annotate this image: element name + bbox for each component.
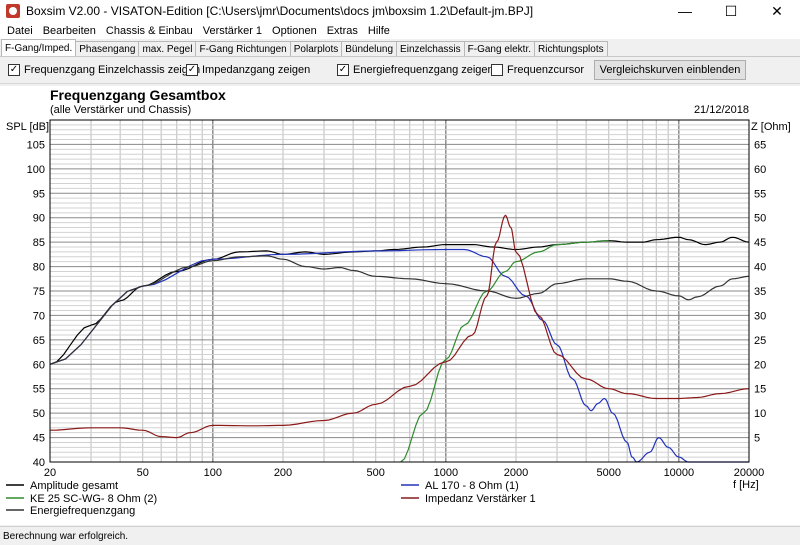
legend-label-2: KE 25 SC-WG- 8 Ohm (2) <box>30 493 157 505</box>
menu-verstaerker[interactable]: Verstärker 1 <box>202 24 263 37</box>
checkbox-energiefrequenzgang-box[interactable]: ✓ <box>337 64 349 76</box>
menu-optionen[interactable]: Optionen <box>272 24 317 37</box>
tab-polarplots[interactable]: Polarplots <box>289 41 343 56</box>
y-right-tick-label: 65 <box>754 139 766 151</box>
x-tick-label: 50 <box>137 467 149 479</box>
x-tick-label: 10000 <box>664 467 695 479</box>
y-left-tick-label: 105 <box>27 139 45 151</box>
y-left-tick-label: 65 <box>33 335 45 347</box>
series-line-2 <box>400 240 609 463</box>
vergleichskurven-button[interactable]: Vergleichskurven einblenden <box>594 60 746 80</box>
menu-datei[interactable]: Datei <box>7 24 33 37</box>
x-tick-label: 100 <box>204 467 222 479</box>
x-axis-label: f [Hz] <box>733 479 759 491</box>
y-left-tick-label: 90 <box>33 213 45 225</box>
checkbox-energiefrequenzgang-label: Energiefrequenzgang zeigen <box>353 64 494 76</box>
y-axis-left-label: SPL [dB] <box>6 121 49 133</box>
tab-einzelchassis[interactable]: Einzelchassis <box>396 41 465 56</box>
plot-frame <box>49 119 750 463</box>
status-bar: Berechnung war erfolgreich. <box>0 526 800 545</box>
y-left-tick-label: 40 <box>33 457 45 469</box>
legend-label-4: Impedanz Verstärker 1 <box>425 493 536 505</box>
y-right-tick-label: 35 <box>754 286 766 298</box>
tab-bar: F-Gang/Imped. Phasengang max. Pegel F-Ga… <box>0 39 800 57</box>
chart-subtitle: (alle Verstärker und Chassis) <box>50 104 191 116</box>
title-bar: Boxsim V2.00 - VISATON-Edition [C:\Users… <box>0 0 800 22</box>
checkbox-frequenzcursor[interactable]: Frequenzcursor <box>491 64 584 76</box>
checkbox-frequenzcursor-box[interactable] <box>491 64 503 76</box>
tab-richtungsplots[interactable]: Richtungsplots <box>534 41 608 56</box>
tab-fgang-richtungen[interactable]: F-Gang Richtungen <box>195 41 291 56</box>
tab-buendelung[interactable]: Bündelung <box>341 41 398 56</box>
checkbox-energiefrequenzgang[interactable]: ✓ Energiefrequenzgang zeigen <box>337 64 494 76</box>
series-line-4 <box>49 214 750 439</box>
y-left-tick-label: 60 <box>33 359 45 371</box>
x-tick-label: 500 <box>367 467 385 479</box>
legend-label-1: AL 170 - 8 Ohm (1) <box>425 480 519 492</box>
y-right-tick-label: 50 <box>754 213 766 225</box>
y-axis-right-label: Z [Ohm] <box>751 121 791 133</box>
x-tick-label: 20 <box>44 467 56 479</box>
checkbox-impedanzgang-box[interactable]: ✓ <box>186 64 198 76</box>
y-right-tick-label: 45 <box>754 237 766 249</box>
tab-max-pegel[interactable]: max. Pegel <box>138 41 197 56</box>
y-left-tick-label: 45 <box>33 433 45 445</box>
menu-chassis-einbau[interactable]: Chassis & Einbau <box>105 24 193 37</box>
boxsim-app-icon <box>6 4 20 18</box>
y-left-tick-label: 80 <box>33 262 45 274</box>
y-left-tick-label: 85 <box>33 237 45 249</box>
x-tick-label: 1000 <box>434 467 458 479</box>
x-tick-label: 5000 <box>596 467 620 479</box>
y-left-tick-label: 70 <box>33 310 45 322</box>
minimize-button[interactable]: — <box>678 3 692 19</box>
tab-fgang-elektr[interactable]: F-Gang elektr. <box>463 41 535 56</box>
series-line-3 <box>49 255 750 365</box>
chart-date: 21/12/2018 <box>694 104 749 116</box>
y-left-tick-label: 75 <box>33 286 45 298</box>
plot-area: 20 50 100 200 500 1000 2000 5000 10000 20000 40 45 5… <box>0 86 800 525</box>
y-right-tick-label: 60 <box>754 164 766 176</box>
close-button[interactable]: ✕ <box>771 2 783 19</box>
menu-extras[interactable]: Extras <box>326 24 358 37</box>
tab-fgang-imped[interactable]: F-Gang/Imped. <box>1 39 77 56</box>
y-right-tick-label: 10 <box>754 408 766 420</box>
menu-bar: Datei Bearbeiten Chassis & Einbau Verstä… <box>0 22 800 39</box>
legend-label-0: Amplitude gesamt <box>30 480 118 492</box>
checkbox-einzelchassis-label: Frequenzgang Einzelchassis zeigen <box>24 64 201 76</box>
tab-phasengang[interactable]: Phasengang <box>75 41 140 56</box>
chart-title: Frequenzgang Gesamtbox <box>50 87 226 103</box>
maximize-button[interactable]: ☐ <box>724 2 738 19</box>
y-right-tick-label: 40 <box>754 262 766 274</box>
series-line-1 <box>49 248 749 463</box>
x-tick-label: 200 <box>274 467 292 479</box>
y-left-tick-label: 55 <box>33 384 45 396</box>
legend-label-3: Energiefrequenzgang <box>30 505 135 517</box>
x-tick-label: 2000 <box>504 467 528 479</box>
y-right-tick-label: 55 <box>754 188 766 200</box>
y-right-tick-label: 30 <box>754 310 766 322</box>
window-title: Boxsim V2.00 - VISATON-Edition [C:\Users… <box>26 4 534 18</box>
checkbox-impedanzgang-label: Impedanzgang zeigen <box>202 64 311 76</box>
y-left-tick-label: 95 <box>33 188 45 200</box>
menu-hilfe[interactable]: Hilfe <box>367 24 390 37</box>
checkbox-einzelchassis[interactable]: ✓ Frequenzgang Einzelchassis zeigen <box>8 64 200 76</box>
y-right-tick-label: 25 <box>754 335 766 347</box>
y-right-tick-label: 15 <box>754 384 766 396</box>
menu-bearbeiten[interactable]: Bearbeiten <box>42 24 96 37</box>
y-left-tick-label: 100 <box>27 164 45 176</box>
y-right-tick-label: 5 <box>754 433 760 445</box>
checkbox-einzelchassis-box[interactable]: ✓ <box>8 64 20 76</box>
checkbox-frequenzcursor-label: Frequenzcursor <box>507 64 585 76</box>
x-tick-label: 20000 <box>734 467 765 479</box>
status-text: Berechnung war erfolgreich. <box>3 530 129 542</box>
checkbox-impedanzgang[interactable]: ✓ Impedanzgang zeigen <box>186 64 310 76</box>
y-right-tick-label: 20 <box>754 359 766 371</box>
y-left-tick-label: 50 <box>33 408 45 420</box>
frequency-response-chart: 20 50 100 200 500 1000 2000 5000 10000 20000 40 45 5… <box>6 87 791 517</box>
